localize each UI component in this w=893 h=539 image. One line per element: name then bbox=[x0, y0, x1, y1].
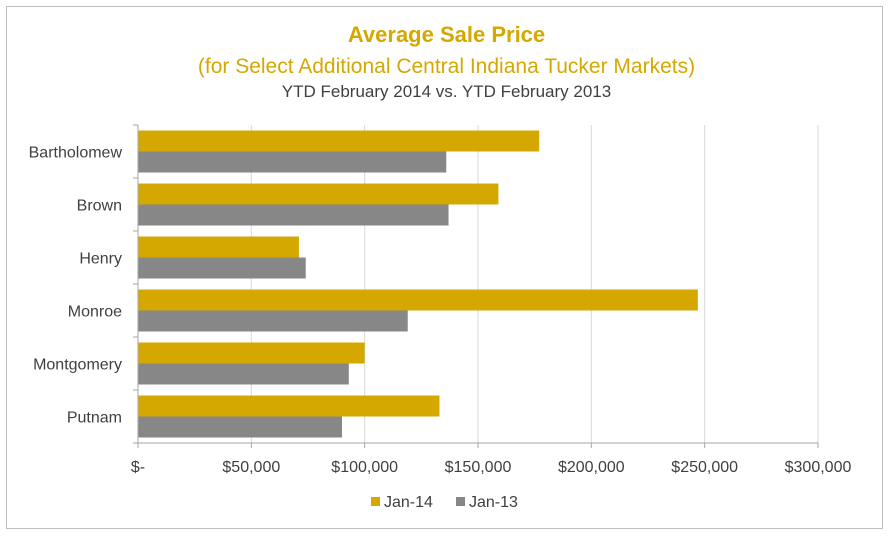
y-category-label: Bartholomew bbox=[29, 145, 123, 162]
x-tick-label: $100,000 bbox=[331, 459, 398, 476]
chart-subtitle: (for Select Additional Central Indiana T… bbox=[197, 55, 696, 78]
bars bbox=[138, 130, 698, 438]
x-tick-label: $50,000 bbox=[222, 459, 280, 476]
y-category-label: Monroe bbox=[68, 304, 122, 321]
bar-jan-13 bbox=[138, 416, 342, 438]
y-category-label: Brown bbox=[77, 198, 122, 215]
legend-swatch-jan-13 bbox=[456, 497, 465, 506]
legend-label-jan-13: Jan-13 bbox=[469, 494, 518, 511]
x-tick-label: $300,000 bbox=[785, 459, 852, 476]
x-tick-label: $200,000 bbox=[558, 459, 625, 476]
bar-jan-13 bbox=[138, 310, 408, 332]
x-tick-label: $- bbox=[131, 459, 145, 476]
y-category-label: Henry bbox=[79, 251, 122, 268]
bar-jan-14 bbox=[138, 395, 440, 417]
chart-subtitle-period: YTD February 2014 vs. YTD February 2013 bbox=[281, 82, 612, 101]
bar-jan-14 bbox=[138, 289, 698, 311]
legend: Jan-14 Jan-13 bbox=[371, 494, 518, 511]
bar-jan-13 bbox=[138, 363, 349, 385]
chart-title: Average Sale Price bbox=[347, 22, 546, 47]
bar-jan-14 bbox=[138, 183, 499, 205]
x-tick-label: $150,000 bbox=[445, 459, 512, 476]
bar-jan-13 bbox=[138, 257, 306, 279]
y-category-label: Putnam bbox=[67, 410, 122, 427]
gridlines bbox=[250, 125, 819, 443]
legend-swatch-jan-14 bbox=[371, 497, 380, 506]
legend-label-jan-14: Jan-14 bbox=[384, 494, 433, 511]
bar-jan-14 bbox=[138, 130, 540, 152]
bar-jan-13 bbox=[138, 151, 447, 173]
bar-jan-14 bbox=[138, 236, 299, 258]
bar-jan-13 bbox=[138, 204, 449, 226]
axes: $- $50,000 $100,000 $150,000 $200,000 $250,00… bbox=[29, 124, 852, 476]
bar-jan-14 bbox=[138, 342, 365, 364]
y-category-label: Montgomery bbox=[33, 357, 122, 374]
x-tick-label: $250,000 bbox=[671, 459, 738, 476]
